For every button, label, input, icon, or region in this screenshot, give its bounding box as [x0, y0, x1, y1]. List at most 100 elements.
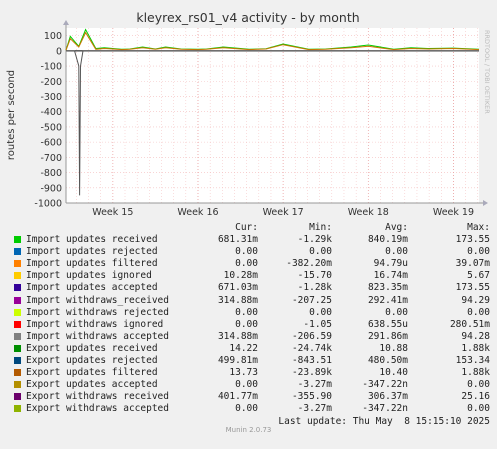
legend-swatch — [14, 344, 21, 352]
x-tick-label: Week 16 — [177, 207, 218, 218]
x-tick-label: Week 19 — [433, 207, 474, 218]
legend-avg: 823.35m — [367, 282, 408, 294]
legend-swatch — [14, 296, 21, 304]
legend-min: -3.27m — [297, 403, 332, 415]
header-avg: Avg: — [385, 222, 408, 233]
legend-min: -15.70 — [297, 270, 332, 282]
legend-avg: 480.50m — [367, 355, 408, 367]
legend-cur: 0.00 — [235, 379, 258, 391]
series-lines — [65, 28, 480, 196]
legend-row: Import updates rejected 0.00 0.00 0.00 0.00 — [14, 246, 490, 258]
legend-cur: 0.00 — [235, 258, 258, 270]
grid — [66, 28, 479, 204]
chart: 100 0 -100 -200 -300 -400 -500 -600 -700 -800 -900… — [6, 10, 491, 218]
legend-avg: 16.74m — [373, 270, 408, 282]
legend-row: Import updates filtered 0.00 -382.20m 94.79… — [14, 258, 490, 270]
y-tick-label: -200 — [40, 77, 62, 88]
y-axis-arrow — [63, 20, 69, 25]
legend-cur: 0.00 — [235, 246, 258, 258]
legend-row: Export updates filtered 13.73 -23.89k 10.40… — [14, 367, 490, 379]
legend-min: -355.90 — [291, 391, 332, 403]
legend-min: 0.00 — [309, 306, 332, 318]
legend-min: -1.28k — [297, 282, 332, 294]
legend-name: Import updates filtered — [26, 258, 158, 270]
legend-row: Import withdraws rejected 0.00 0.00 0.00 0.0… — [14, 307, 490, 319]
y-tick-label: -400 — [40, 107, 62, 118]
legend-cur: 314.88m — [217, 294, 258, 306]
legend-max: 39.07m — [455, 258, 490, 270]
legend-max: 5.67 — [467, 270, 490, 282]
legend-row: Import updates received 681.31m -1.29k 840.… — [14, 234, 490, 246]
y-tick-label: -300 — [40, 92, 62, 103]
legend: Cur: Min: Avg: Max: Import updates recei… — [14, 222, 490, 428]
legend-swatch — [14, 332, 21, 340]
legend-max: 25.16 — [461, 391, 490, 403]
y-axis-label: routes per second — [6, 70, 17, 160]
y-tick-label: -700 — [40, 153, 62, 164]
legend-avg: 292.41m — [367, 294, 408, 306]
legend-cur: 0.00 — [235, 318, 258, 330]
y-tick-label: -1000 — [34, 199, 62, 210]
x-axis: Week 15 Week 16 Week 17 Week 18 Week 19 — [66, 200, 488, 218]
legend-avg: 840.19m — [367, 234, 408, 246]
legend-name: Import withdraws ignored — [26, 318, 164, 330]
legend-swatch — [14, 308, 21, 316]
legend-name: Import withdraws rejected — [26, 306, 169, 318]
legend-name: Export updates accepted — [26, 379, 158, 391]
watermark: RRDTOOL / TOBI OETIKER — [483, 30, 491, 114]
legend-avg: 291.86m — [367, 330, 408, 342]
legend-avg: -347.22n — [362, 403, 408, 415]
legend-swatch — [14, 236, 21, 244]
legend-avg: 10.88 — [379, 342, 408, 354]
legend-name: Import updates received — [26, 234, 158, 246]
legend-min: -206.59 — [291, 330, 332, 342]
legend-max: 94.28 — [461, 330, 490, 342]
x-tick-label: Week 15 — [92, 207, 133, 218]
legend-min: -23.89k — [291, 367, 332, 379]
legend-max: 0.00 — [467, 306, 490, 318]
legend-swatch — [14, 369, 21, 377]
munin-version: Munin 2.0.73 — [225, 426, 272, 434]
plot-area — [66, 28, 479, 203]
header-cur: Cur: — [235, 222, 258, 233]
y-tick-label: 100 — [44, 31, 62, 42]
legend-avg: 638.55u — [367, 318, 408, 330]
x-tick-label: Week 17 — [263, 207, 304, 218]
x-axis-arrow — [483, 200, 488, 206]
series-line — [65, 31, 480, 51]
y-axis: 100 0 -100 -200 -300 -400 -500 -600 -700 -800 -900… — [34, 20, 69, 210]
legend-swatch — [14, 284, 21, 292]
legend-min: -1.05 — [303, 318, 332, 330]
legend-cur: 401.77m — [217, 391, 258, 403]
series-line — [66, 50, 479, 196]
legend-max: 280.51m — [449, 318, 490, 330]
legend-max: 173.55 — [455, 234, 490, 246]
x-tick-label: Week 18 — [348, 207, 389, 218]
legend-header: Cur: Min: Avg: Max: — [14, 222, 490, 234]
legend-cur: 681.31m — [217, 234, 258, 246]
legend-min: -24.74k — [291, 342, 332, 354]
y-tick-label: -900 — [40, 183, 62, 194]
last-update-row: Last update: Thu May 8 15:15:10 2025 — [14, 416, 490, 428]
legend-swatch — [14, 393, 21, 401]
legend-max: 0.00 — [467, 246, 490, 258]
legend-row: Import updates ignored 10.28m -15.70 16.74m… — [14, 270, 490, 282]
legend-cur: 14.22 — [229, 342, 258, 354]
chart-title: kleyrex_rs01_v4 activity - by month — [136, 10, 359, 25]
legend-swatch — [14, 320, 21, 328]
legend-row: Import updates accepted 671.03m -1.28k 823.… — [14, 282, 490, 294]
y-tick-label: -600 — [40, 138, 62, 149]
legend-name: Import updates accepted — [26, 282, 158, 294]
legend-max: 0.00 — [467, 379, 490, 391]
header-min: Min: — [309, 222, 332, 233]
legend-cur: 13.73 — [229, 367, 258, 379]
legend-row: Import withdraws accepted 314.88m -206.59 2… — [14, 331, 490, 343]
legend-swatch — [14, 260, 21, 268]
legend-max: 1.88k — [461, 367, 490, 379]
legend-avg: -347.22n — [362, 379, 408, 391]
legend-min: -3.27m — [297, 379, 332, 391]
legend-name: Export updates rejected — [26, 355, 158, 367]
legend-name: Import updates ignored — [26, 270, 152, 282]
legend-name: Export updates received — [26, 342, 158, 354]
legend-swatch — [14, 381, 21, 389]
